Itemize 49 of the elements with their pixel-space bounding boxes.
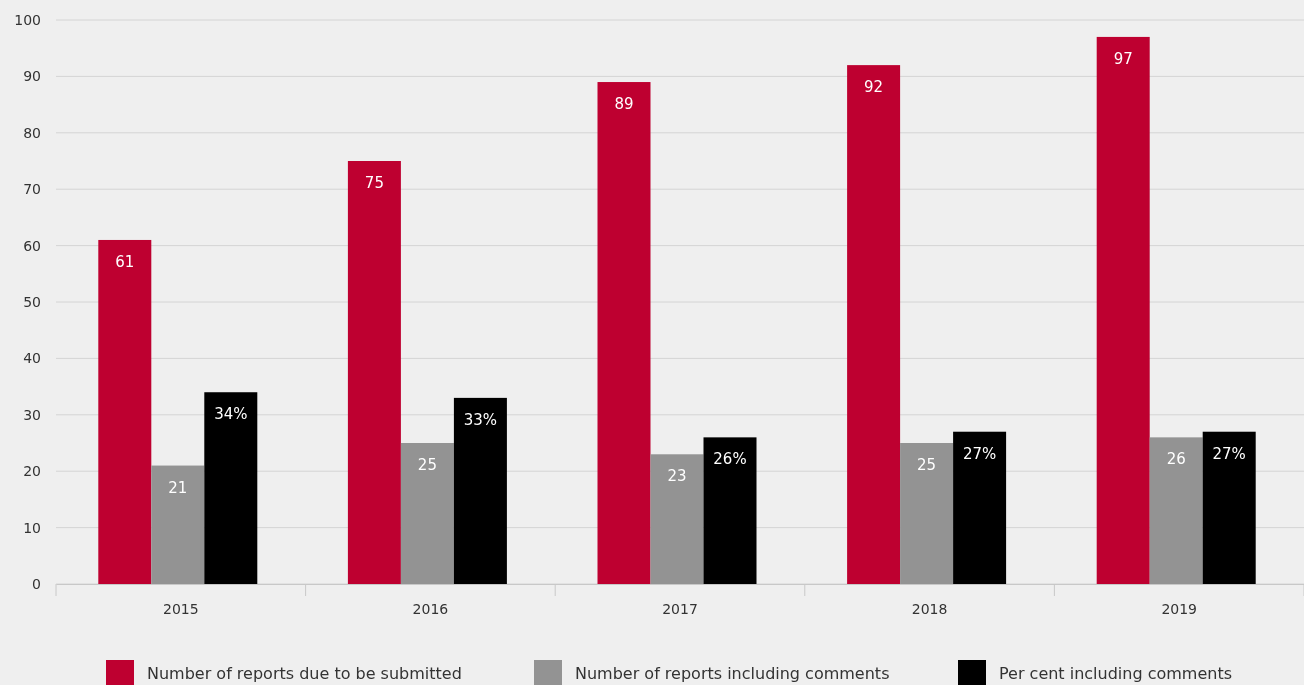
y-tick-label: 80 [23, 124, 41, 141]
data-label: 33% [463, 410, 498, 429]
data-label: 75 [364, 174, 384, 192]
data-label: 27% [1212, 444, 1246, 463]
data-label: 89 [614, 95, 634, 114]
bar [1149, 437, 1203, 584]
x-tick-label: 2015 [162, 600, 199, 617]
x-tick-label: 2017 [662, 600, 698, 617]
x-tick-label: 2019 [1161, 600, 1198, 617]
legend-label: Number of reports due to be submitted [147, 664, 462, 683]
y-tick-label: 70 [23, 181, 41, 198]
x-tick-label: 2018 [911, 600, 948, 617]
y-tick-label: 60 [23, 237, 41, 254]
y-tick-label: 90 [23, 68, 41, 85]
y-tick-label: 50 [23, 293, 41, 310]
y-tick-label: 10 [23, 519, 41, 536]
legend-label: Number of reports including comments [575, 664, 890, 683]
y-tick-label: 40 [23, 350, 41, 367]
data-label: 26% [713, 450, 747, 469]
legend-label: Per cent including comments [999, 664, 1233, 683]
x-tick-label: 2016 [412, 600, 449, 617]
data-label: 92 [864, 78, 884, 97]
data-label: 21 [168, 478, 188, 497]
y-tick-label: 30 [23, 406, 41, 423]
bar [847, 65, 901, 584]
bar [98, 239, 152, 584]
bar [703, 437, 757, 584]
bar [900, 443, 954, 584]
data-label: 61 [115, 252, 135, 271]
bar [204, 392, 258, 584]
bar [400, 443, 454, 584]
bar [650, 454, 704, 584]
bar [151, 465, 205, 584]
bar [597, 82, 651, 584]
bar [347, 161, 401, 584]
data-label: 25 [917, 456, 937, 474]
bar [953, 431, 1007, 584]
data-label: 97 [1113, 49, 1133, 68]
data-label: 34% [214, 405, 248, 424]
bar [1096, 36, 1150, 584]
data-label: 25 [417, 456, 437, 474]
y-tick-label: 20 [23, 463, 41, 480]
data-label: 27% [962, 444, 997, 463]
bar [453, 397, 507, 584]
data-label: 23 [667, 467, 687, 486]
data-label: 26 [1166, 450, 1186, 469]
bar [1202, 431, 1256, 584]
y-tick-label: 100 [14, 11, 41, 28]
y-tick-label: 0 [32, 575, 41, 592]
